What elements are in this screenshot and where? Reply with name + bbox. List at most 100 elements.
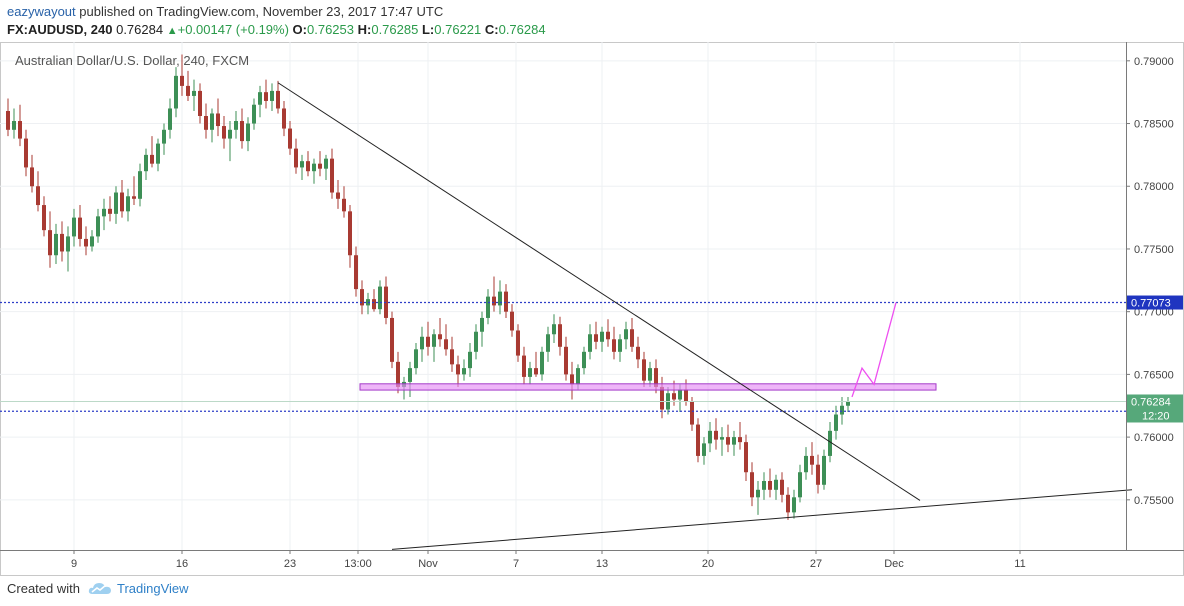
candle-body [42,205,46,231]
candle-body [420,336,424,350]
candle [78,205,82,247]
candle-body [528,368,532,377]
candle-body [462,368,466,375]
candle-body [636,346,640,360]
last-price-box [1127,394,1183,423]
price-axis[interactable]: 0.75500 0.76000 0.76500 0.77000 0.77500 0.780… [1126,56,1183,507]
candle-body [612,339,616,352]
candle-body [6,110,10,130]
candle-body [234,121,238,130]
candle-body [246,123,250,142]
high-value: 0.76285 [371,22,419,37]
tradingview-brand-link[interactable]: TradingView [117,581,189,596]
candle-body [318,163,322,169]
candle [168,98,172,139]
candle [174,67,178,118]
price-chart[interactable]: 0.75500 0.76000 0.76500 0.77000 0.77500 0.780… [0,42,1184,576]
y-tick-label: 0.77500 [1134,244,1174,256]
candle-body [678,389,682,400]
candle [114,186,118,224]
candle [450,336,454,372]
candle [120,179,124,218]
candle [696,418,700,463]
candle-body [468,351,472,369]
candle [276,80,280,114]
candle-body [816,464,820,485]
bar-countdown-label: 12:20 [1142,410,1170,422]
candle [846,396,850,413]
candle [144,148,148,180]
candle [72,208,76,247]
y-tick-label: 0.75500 [1134,495,1174,507]
symbol-label: FX:AUDUSD, 240 [7,22,113,37]
candle-body [744,442,748,473]
y-tick-label: 0.76500 [1134,369,1174,381]
candle [444,324,448,356]
candle-body [840,405,844,415]
candle-body [516,330,520,356]
projection-path [851,302,897,398]
candle [690,396,694,431]
candle-body [510,311,514,331]
candle-body [222,126,226,139]
candle-body [738,437,742,443]
candle [486,289,490,325]
candle [432,329,436,362]
candle-body [270,90,274,101]
candle [438,317,442,347]
candle [552,314,556,344]
candle [594,321,598,350]
candle-body [414,349,418,369]
candle-body [828,430,832,456]
candle-body [48,230,52,256]
candle [582,346,586,375]
x-tick-label: 16 [176,558,188,570]
candle [378,280,382,315]
candle [180,54,184,96]
candle-body [306,161,310,172]
candle [198,83,202,124]
candle [156,138,160,172]
candle-body [264,92,268,101]
candle-body [276,90,280,109]
resistance-zone [359,383,937,391]
candle-body [684,389,688,402]
candle [810,442,814,475]
candle-body [102,208,106,217]
candle [408,361,412,397]
candle-body [720,437,724,440]
candle-body [294,148,298,168]
candle-body [204,116,208,130]
close-value: 0.76284 [498,22,546,37]
tradingview-cloud-icon[interactable] [88,580,112,596]
candle [96,208,100,243]
candle-body [522,355,526,377]
created-with-label: Created with [7,581,80,596]
candle-body [138,171,142,199]
candle-body [474,331,478,352]
author-link[interactable]: eazywayout [7,4,76,19]
candle-body [426,336,430,347]
candle [30,154,34,193]
candle-body [108,208,112,214]
candle-body [54,233,58,256]
candle-body [72,217,76,237]
candle-body [498,291,502,306]
candle-body [192,90,196,96]
candle [516,324,520,362]
candle [648,361,652,387]
time-axis[interactable]: 9 16 23 13:00 Nov 7 13 20 27 Dec 11 [71,550,1026,570]
candle [42,196,46,237]
candle [24,129,28,177]
candle-body [600,331,604,342]
candle-body [300,161,304,168]
candle-body [450,349,454,365]
candle-body [582,351,586,369]
candle [588,324,592,360]
candle-body [492,296,496,306]
candle [162,123,166,155]
ohlc-legend: FX:AUDUSD, 240 0.76284 ▲+0.00147 (+0.19%… [7,22,546,37]
candle-body [36,186,40,206]
candle-body [396,361,400,387]
candle [192,79,196,111]
